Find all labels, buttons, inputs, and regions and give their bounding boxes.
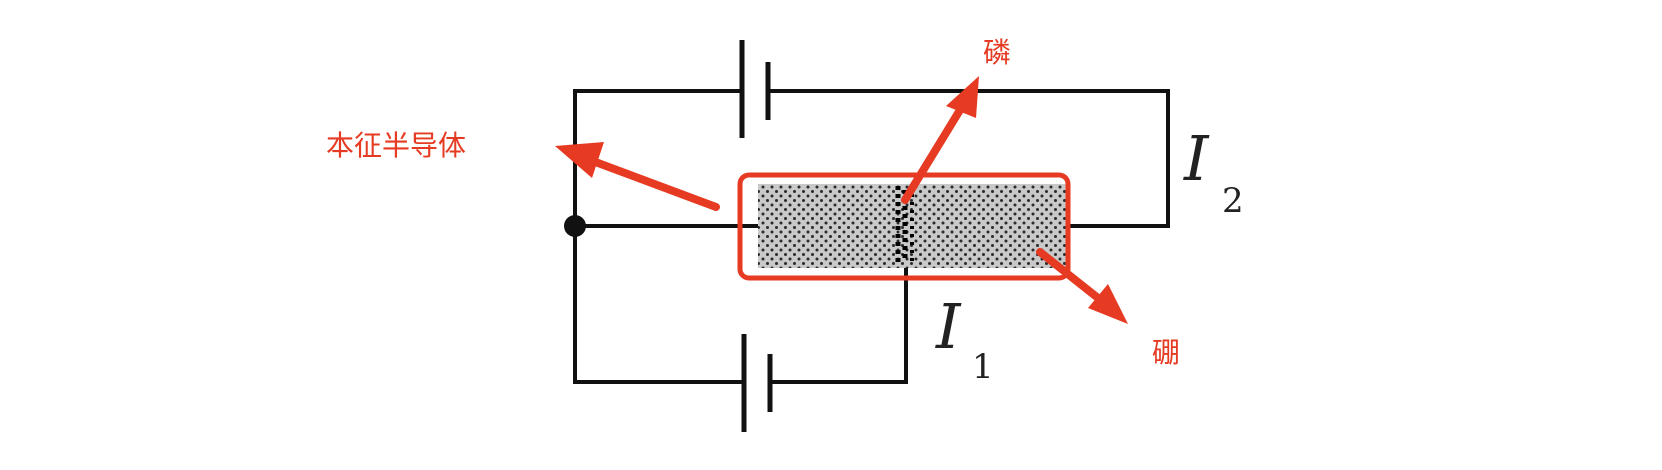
annotation-boron-text: 硼 <box>1152 336 1180 369</box>
arrow-boron-head <box>1088 284 1128 324</box>
current-i1-letter: I <box>935 290 962 363</box>
junction-node <box>564 215 586 237</box>
arrow-boron-shaft <box>1036 248 1102 302</box>
annotation-intrinsic-text: 本征半导体 <box>326 129 466 162</box>
current-label-i1: I 1 <box>935 290 994 387</box>
current-label-i2: I 2 <box>1183 122 1244 221</box>
wire-bottom-right <box>768 266 908 384</box>
annotation-boron: 硼 <box>1036 248 1180 369</box>
annotation-phosphorus: 磷 <box>901 36 1011 204</box>
arrow-phosphorus-head <box>946 76 979 118</box>
battery-bottom-icon <box>741 334 773 432</box>
current-i2-letter: I <box>1183 122 1210 195</box>
current-i1-subscript: 1 <box>972 347 994 387</box>
annotation-phosphorus-text: 磷 <box>983 36 1011 69</box>
battery-top-icon <box>739 40 771 138</box>
highlight-box <box>737 172 1071 281</box>
arrow-phosphorus-shaft <box>901 106 964 204</box>
semiconductor-bar <box>758 184 1066 268</box>
current-i2-subscript: 2 <box>1222 181 1244 221</box>
wire-top-left <box>573 89 742 228</box>
wire-bottom-left <box>573 224 744 384</box>
arrow-intrinsic-shaft <box>586 156 720 211</box>
annotation-intrinsic: 本征半导体 <box>326 129 720 211</box>
arrow-intrinsic-head <box>555 142 604 178</box>
